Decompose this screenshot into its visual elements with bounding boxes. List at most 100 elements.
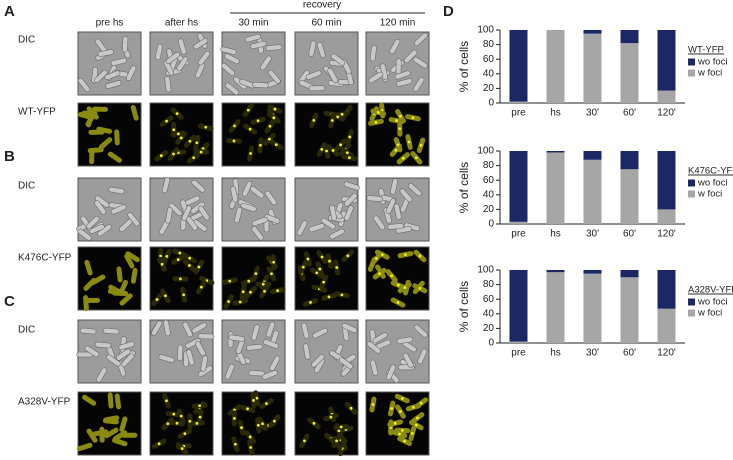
micrograph bbox=[76, 319, 142, 384]
focus bbox=[179, 136, 183, 140]
focus bbox=[380, 253, 384, 257]
bar-segment bbox=[509, 101, 528, 103]
cell bbox=[369, 359, 379, 376]
focus bbox=[336, 115, 340, 119]
focus bbox=[410, 431, 414, 435]
bar-segment bbox=[509, 221, 528, 224]
bar-segment bbox=[546, 272, 565, 343]
x-tick-label: 60' bbox=[623, 348, 636, 359]
cell bbox=[116, 266, 123, 283]
focus bbox=[411, 116, 415, 120]
cell bbox=[119, 293, 133, 306]
cell bbox=[296, 220, 308, 236]
focus bbox=[306, 257, 310, 261]
cell bbox=[124, 253, 135, 269]
legend-swatch bbox=[688, 58, 695, 66]
cell bbox=[312, 327, 328, 339]
cell bbox=[240, 202, 257, 212]
cell bbox=[372, 332, 388, 344]
micrograph bbox=[149, 391, 214, 456]
x-tick-label: 30' bbox=[586, 108, 599, 119]
cell bbox=[107, 151, 122, 163]
cell bbox=[403, 49, 418, 64]
focus bbox=[322, 280, 325, 284]
cell bbox=[387, 223, 404, 230]
focus bbox=[376, 110, 380, 114]
micrograph bbox=[221, 319, 286, 384]
x-tick-label: hs bbox=[550, 348, 561, 359]
focus bbox=[188, 419, 192, 423]
cell bbox=[390, 178, 399, 195]
focus bbox=[347, 156, 351, 160]
column-label: pre hs bbox=[96, 18, 124, 29]
image-bg bbox=[77, 31, 142, 96]
cell bbox=[242, 180, 253, 197]
bar-segment bbox=[546, 152, 565, 224]
cell bbox=[264, 214, 281, 224]
focus bbox=[337, 429, 341, 433]
cell bbox=[107, 392, 114, 409]
y-tick-label: 40 bbox=[483, 189, 495, 200]
cell bbox=[164, 75, 172, 93]
focus bbox=[175, 112, 179, 116]
focus bbox=[270, 272, 273, 276]
legend-swatch bbox=[688, 190, 695, 198]
row-label: K476C-YFP bbox=[18, 253, 72, 264]
cell bbox=[396, 78, 413, 87]
cell bbox=[118, 341, 135, 351]
cell bbox=[98, 137, 113, 150]
cell bbox=[185, 338, 201, 349]
cell bbox=[108, 284, 123, 295]
focus bbox=[188, 139, 192, 143]
legend-label: wo foci bbox=[697, 178, 728, 189]
y-tick-label: 100 bbox=[477, 265, 494, 276]
micrograph bbox=[149, 246, 215, 311]
cell bbox=[181, 205, 192, 222]
micrograph bbox=[77, 246, 142, 312]
focus bbox=[414, 156, 418, 160]
cell bbox=[269, 355, 281, 371]
panel-letter: C bbox=[4, 293, 15, 310]
legend-label: w foci bbox=[697, 68, 722, 79]
cell bbox=[303, 343, 311, 360]
focus bbox=[233, 124, 236, 128]
focus bbox=[400, 397, 404, 400]
focus bbox=[414, 423, 418, 427]
cell bbox=[197, 333, 215, 340]
bar-segment bbox=[620, 151, 639, 170]
cell bbox=[262, 339, 279, 349]
cell bbox=[251, 226, 264, 241]
cell bbox=[106, 354, 121, 367]
y-axis-label: % of cells bbox=[457, 41, 471, 92]
cell bbox=[114, 129, 120, 146]
bar-segment bbox=[509, 341, 528, 343]
focus bbox=[390, 274, 394, 278]
cell bbox=[246, 343, 263, 351]
y-tick-label: 100 bbox=[477, 146, 494, 157]
cell bbox=[344, 192, 358, 207]
cell bbox=[125, 251, 140, 263]
x-tick-label: 60' bbox=[623, 108, 636, 119]
recovery-label: recovery bbox=[303, 0, 341, 11]
bar-segment bbox=[583, 159, 602, 224]
cell bbox=[94, 200, 107, 215]
focus bbox=[375, 257, 378, 260]
focus bbox=[335, 439, 338, 443]
focus bbox=[195, 141, 199, 145]
cell bbox=[197, 51, 211, 66]
cell bbox=[327, 67, 339, 84]
column-label: 120 min bbox=[380, 18, 416, 29]
focus bbox=[396, 301, 400, 304]
cell bbox=[86, 215, 100, 230]
focus bbox=[192, 156, 196, 160]
bar-segment bbox=[583, 270, 602, 274]
micrograph bbox=[149, 319, 215, 384]
micrograph bbox=[365, 102, 430, 167]
cell bbox=[194, 340, 206, 357]
cell bbox=[198, 205, 210, 221]
micrograph bbox=[76, 391, 142, 456]
focus bbox=[155, 298, 159, 301]
focus bbox=[320, 255, 324, 259]
cell bbox=[369, 44, 377, 62]
x-tick-label: pre bbox=[511, 348, 526, 359]
